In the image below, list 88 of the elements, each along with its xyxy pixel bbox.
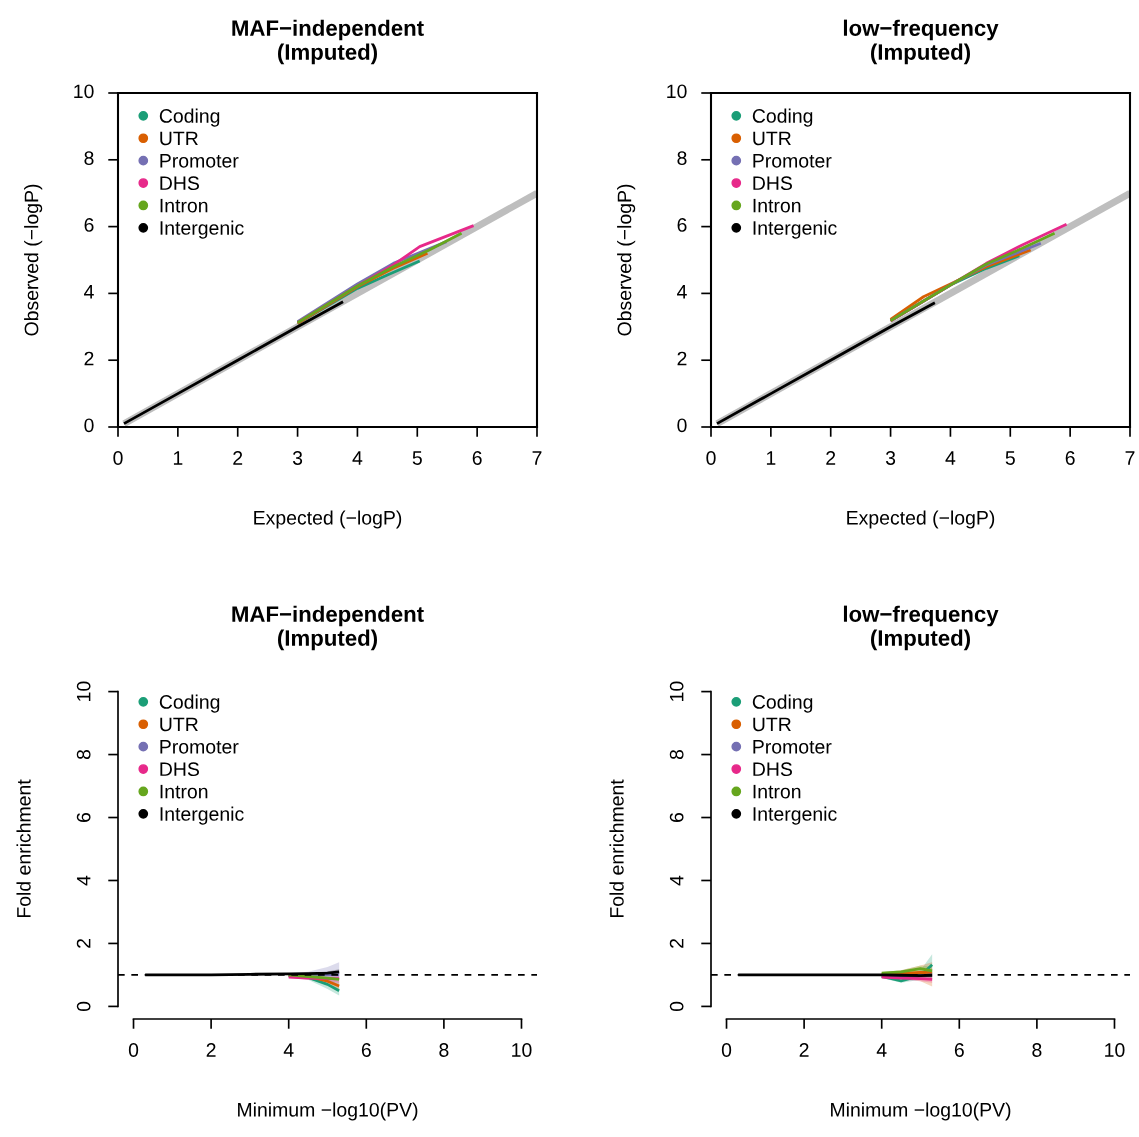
y-tick-label: 4 [84, 285, 94, 299]
legend-label: UTR [753, 131, 791, 146]
chart-title: MAF−independent (Imputed) [232, 605, 424, 651]
chart-title: MAF−independent (Imputed) [232, 19, 424, 65]
legend-label: Coding [752, 694, 813, 713]
x-tick-label: 2 [799, 1043, 809, 1057]
y-tick-label: 0 [84, 418, 94, 433]
chart-title: low−frequency (Imputed) [843, 605, 999, 651]
y-tick-label: 4 [669, 875, 684, 886]
x-tick-label: 6 [472, 451, 482, 465]
x-tick-label: 1 [766, 451, 776, 465]
legend-label: DHS [160, 762, 199, 777]
legend-label: DHS [160, 176, 199, 191]
legend-label: Intergenic [160, 806, 244, 825]
y-tick-label: 4 [677, 285, 687, 299]
x-tick-label: 0 [706, 451, 716, 465]
legend-label: Promoter [160, 740, 239, 754]
x-tick-label: 6 [954, 1043, 964, 1057]
y-tick-label: 8 [84, 151, 94, 166]
x-axis-title: Minimum −log10(PV) [831, 1102, 1011, 1121]
x-tick-label: 8 [439, 1043, 449, 1057]
x-tick-label: 0 [113, 451, 123, 465]
x-tick-label: 7 [1125, 451, 1135, 465]
y-tick-label: 0 [76, 1001, 91, 1012]
x-tick-label: 6 [1065, 451, 1075, 465]
y-tick-label: 6 [677, 218, 687, 232]
legend-label: Promoter [753, 740, 832, 754]
x-tick-label: 3 [292, 451, 303, 465]
x-tick-label: 0 [128, 1043, 139, 1057]
legend-label: UTR [160, 717, 198, 732]
x-tick-label: 8 [1032, 1043, 1042, 1057]
legend-label: Intron [160, 198, 208, 213]
legend-label: UTR [753, 717, 791, 732]
x-tick-label: 3 [885, 451, 896, 465]
legend-label: DHS [753, 176, 792, 191]
y-tick-label: 0 [677, 418, 687, 433]
y-tick-label: 6 [84, 218, 94, 232]
y-tick-label: 8 [669, 749, 684, 760]
legend-label: UTR [160, 131, 198, 146]
y-tick-label: 10 [76, 681, 91, 701]
y-tick-label: 2 [669, 939, 684, 948]
legend-label: Intergenic [160, 220, 244, 239]
y-axis-title: Observed (−logP) [617, 184, 636, 336]
legend-label: Coding [159, 694, 220, 713]
legend-label: DHS [753, 762, 792, 777]
y-axis-title: Observed (−logP) [24, 184, 43, 336]
y-tick-label: 8 [677, 151, 687, 166]
x-tick-label: 0 [721, 1043, 732, 1057]
x-tick-label: 10 [1105, 1043, 1125, 1057]
y-tick-label: 4 [76, 875, 91, 886]
x-tick-label: 4 [876, 1043, 887, 1057]
x-tick-label: 2 [233, 451, 243, 465]
legend-label: Coding [159, 108, 220, 127]
y-tick-label: 6 [76, 812, 91, 822]
x-tick-label: 4 [352, 451, 363, 465]
chart-title: low−frequency (Imputed) [843, 19, 999, 65]
x-tick-label: 7 [532, 451, 542, 465]
y-tick-label: 10 [667, 84, 687, 99]
y-tick-label: 0 [669, 1001, 684, 1012]
x-tick-label: 2 [826, 451, 836, 465]
legend-label: Intron [753, 198, 801, 213]
x-tick-label: 5 [412, 451, 422, 465]
y-tick-label: 8 [76, 749, 91, 760]
legend-label: Intron [753, 784, 801, 799]
x-tick-label: 4 [283, 1043, 294, 1057]
y-tick-label: 10 [669, 681, 684, 701]
legend-label: Coding [752, 108, 813, 127]
legend-label: Promoter [753, 154, 832, 168]
legend-label: Intergenic [753, 220, 837, 239]
x-tick-label: 6 [361, 1043, 371, 1057]
y-tick-label: 2 [76, 939, 91, 948]
legend-label: Promoter [160, 154, 239, 168]
y-tick-label: 6 [669, 812, 684, 822]
x-tick-label: 10 [512, 1043, 532, 1057]
y-axis-title: Fold enrichment [16, 779, 31, 918]
y-tick-label: 2 [84, 351, 94, 366]
y-tick-label: 10 [74, 84, 94, 99]
x-axis-title: Minimum −log10(PV) [238, 1102, 418, 1121]
y-tick-label: 2 [677, 351, 687, 366]
x-tick-label: 2 [206, 1043, 216, 1057]
x-axis-title: Expected (−logP) [254, 510, 402, 529]
x-tick-label: 1 [173, 451, 183, 465]
x-axis-title: Expected (−logP) [847, 510, 995, 529]
legend-label: Intron [160, 784, 208, 799]
y-axis-title: Fold enrichment [609, 779, 624, 918]
x-tick-label: 5 [1005, 451, 1015, 465]
legend-label: Intergenic [753, 806, 837, 825]
x-tick-label: 4 [945, 451, 956, 465]
